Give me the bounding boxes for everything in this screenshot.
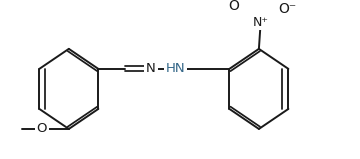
- Text: N: N: [146, 62, 156, 75]
- Text: O: O: [37, 122, 47, 135]
- Text: O⁻: O⁻: [278, 2, 297, 16]
- Text: HN: HN: [166, 62, 185, 75]
- Text: N⁺: N⁺: [253, 16, 269, 29]
- Text: O: O: [228, 0, 239, 13]
